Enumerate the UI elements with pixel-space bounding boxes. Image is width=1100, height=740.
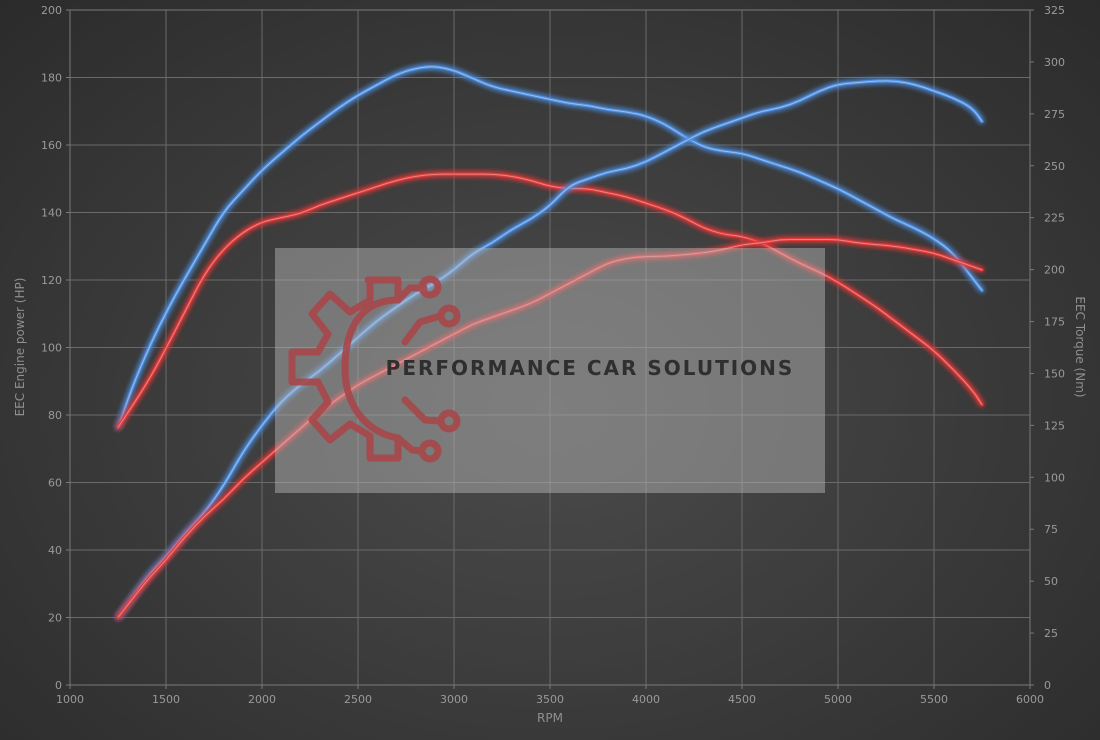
grid	[70, 10, 1030, 685]
right-axis-ticks: 0 25 50 75 100 125 150 175 200 225 250 275 300 325	[1030, 4, 1065, 692]
series-highlight-4	[117, 238, 983, 618]
x-tick-label: 4500	[728, 693, 756, 706]
right-tick-label: 75	[1044, 523, 1058, 536]
left-axis-title: EEC Engine power (HP)	[13, 278, 27, 417]
left-tick-label: 0	[55, 679, 62, 692]
right-tick-label: 225	[1044, 212, 1065, 225]
right-tick-label: 200	[1044, 264, 1065, 277]
x-tick-label: 5500	[920, 693, 948, 706]
right-tick-label: 300	[1044, 56, 1065, 69]
left-tick-label: 40	[48, 544, 62, 557]
left-tick-label: 20	[48, 612, 62, 625]
right-tick-label: 250	[1044, 160, 1065, 173]
right-tick-label: 150	[1044, 367, 1065, 380]
left-tick-label: 160	[41, 139, 62, 152]
right-tick-label: 100	[1044, 471, 1065, 484]
series-highlight-3	[117, 80, 983, 618]
watermark-text: PERFORMANCE CAR SOLUTIONS	[386, 356, 795, 380]
gear-circuit-logo	[288, 275, 461, 463]
x-axis-title: RPM	[537, 711, 563, 725]
x-tick-label: 2500	[344, 693, 372, 706]
left-axis-ticks: 0 20 40 60 80 100 120 140 160 180 200	[41, 4, 70, 692]
left-tick-label: 180	[41, 72, 62, 85]
watermark: PERFORMANCE CAR SOLUTIONS	[275, 248, 825, 493]
x-tick-label: 4000	[632, 693, 660, 706]
left-tick-label: 60	[48, 477, 62, 490]
right-tick-label: 25	[1044, 627, 1058, 640]
x-axis-ticks: 1000 1500 2000 2500 3000 3500 4000 4500 5000 5500…	[56, 685, 1044, 706]
x-tick-label: 1500	[152, 693, 180, 706]
right-tick-label: 175	[1044, 316, 1065, 329]
x-tick-label: 1000	[56, 693, 84, 706]
x-tick-label: 3000	[440, 693, 468, 706]
x-tick-label: 2000	[248, 693, 276, 706]
series-highlight-2	[117, 173, 983, 428]
series-highlight-1	[117, 66, 983, 428]
x-tick-label: 3500	[536, 693, 564, 706]
right-tick-label: 275	[1044, 108, 1065, 121]
x-tick-label: 5000	[824, 693, 852, 706]
right-tick-label: 325	[1044, 4, 1065, 17]
left-tick-label: 140	[41, 207, 62, 220]
left-tick-label: 100	[41, 342, 62, 355]
left-tick-label: 120	[41, 274, 62, 287]
left-tick-label: 200	[41, 4, 62, 17]
right-tick-label: 125	[1044, 419, 1065, 432]
left-tick-label: 80	[48, 409, 62, 422]
x-tick-label: 6000	[1016, 693, 1044, 706]
right-tick-label: 50	[1044, 575, 1058, 588]
right-tick-label: 0	[1044, 679, 1051, 692]
right-axis-title: EEC Torque (Nm)	[1073, 296, 1087, 397]
series	[116, 65, 984, 620]
